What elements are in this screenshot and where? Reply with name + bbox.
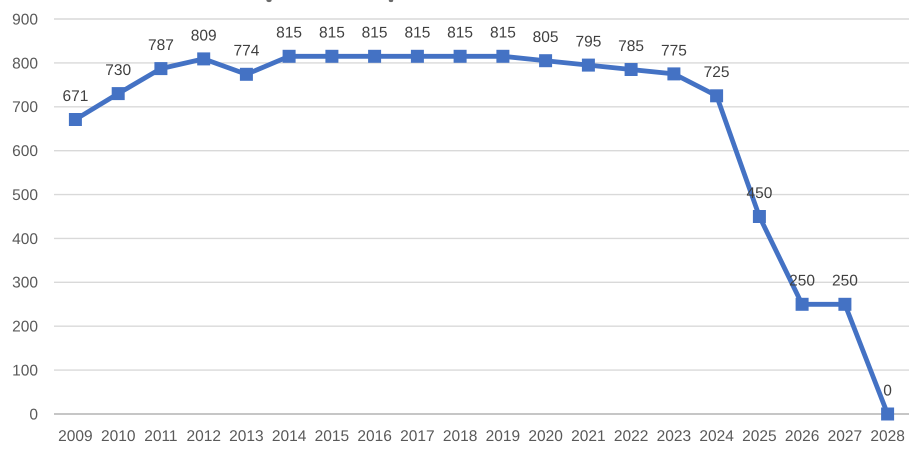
svg-text:815: 815 (319, 25, 345, 42)
svg-text:2028: 2028 (870, 428, 904, 445)
svg-text:815: 815 (362, 25, 388, 42)
svg-text:671: 671 (62, 88, 88, 105)
svg-text:2016: 2016 (357, 428, 391, 445)
svg-text:815: 815 (276, 25, 302, 42)
svg-text:2012: 2012 (186, 428, 220, 445)
svg-text:2022: 2022 (614, 428, 648, 445)
svg-text:2021: 2021 (571, 428, 605, 445)
svg-text:775: 775 (661, 42, 687, 59)
svg-text:2014: 2014 (272, 428, 307, 445)
svg-text:2026: 2026 (785, 428, 819, 445)
svg-text:2023: 2023 (657, 428, 691, 445)
svg-text:795: 795 (575, 34, 601, 51)
svg-text:2010: 2010 (101, 428, 136, 445)
svg-text:2018: 2018 (443, 428, 477, 445)
svg-text:2027: 2027 (828, 428, 862, 445)
svg-text:700: 700 (12, 99, 38, 116)
svg-text:809: 809 (191, 27, 217, 44)
svg-text:2017: 2017 (400, 428, 434, 445)
svg-text:100: 100 (12, 363, 38, 380)
svg-text:774: 774 (233, 43, 259, 60)
svg-text:815: 815 (404, 25, 430, 42)
svg-text:400: 400 (12, 231, 38, 248)
svg-text:730: 730 (105, 62, 131, 79)
svg-text:2011: 2011 (144, 428, 177, 445)
svg-text:200: 200 (12, 319, 38, 336)
svg-text:815: 815 (490, 25, 516, 42)
svg-text:250: 250 (789, 273, 815, 290)
svg-text:250: 250 (832, 273, 858, 290)
svg-text:450: 450 (746, 185, 772, 202)
svg-text:787: 787 (148, 37, 174, 54)
svg-text:2013: 2013 (229, 428, 263, 445)
svg-text:805: 805 (533, 29, 559, 46)
svg-text:2020: 2020 (528, 428, 563, 445)
svg-text:300: 300 (12, 275, 38, 292)
svg-text:725: 725 (704, 64, 730, 81)
svg-text:0: 0 (29, 406, 38, 423)
svg-text:900: 900 (12, 11, 38, 28)
svg-text:2025: 2025 (742, 428, 776, 445)
svg-text:815: 815 (447, 25, 473, 42)
svg-text:2015: 2015 (315, 428, 349, 445)
svg-text:0: 0 (883, 382, 892, 399)
svg-text:785: 785 (618, 38, 644, 55)
svg-text:800: 800 (12, 55, 38, 72)
svg-text:500: 500 (12, 187, 38, 204)
svg-text:600: 600 (12, 143, 38, 160)
svg-text:2009: 2009 (58, 428, 92, 445)
svg-text:2019: 2019 (486, 428, 520, 445)
svg-text:2024: 2024 (699, 428, 734, 445)
